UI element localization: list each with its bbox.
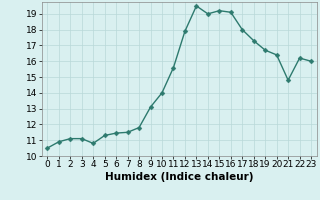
X-axis label: Humidex (Indice chaleur): Humidex (Indice chaleur)	[105, 172, 253, 182]
